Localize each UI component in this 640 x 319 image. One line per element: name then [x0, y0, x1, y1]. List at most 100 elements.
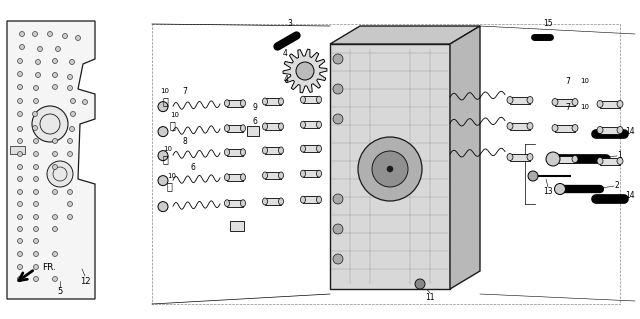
- Circle shape: [67, 85, 72, 91]
- Circle shape: [38, 47, 42, 51]
- Circle shape: [67, 138, 72, 144]
- Circle shape: [333, 84, 343, 94]
- Bar: [303, 170, 319, 177]
- Bar: [227, 125, 243, 132]
- Circle shape: [17, 71, 22, 77]
- Ellipse shape: [262, 98, 268, 105]
- Bar: [510, 97, 530, 104]
- Circle shape: [17, 189, 22, 195]
- Ellipse shape: [241, 149, 246, 156]
- Ellipse shape: [278, 123, 284, 130]
- Circle shape: [158, 127, 168, 137]
- Circle shape: [33, 32, 38, 36]
- Circle shape: [19, 32, 24, 36]
- Circle shape: [333, 114, 343, 124]
- Text: 8: 8: [182, 137, 188, 145]
- Text: ⌒: ⌒: [169, 120, 175, 130]
- Circle shape: [33, 202, 38, 206]
- Ellipse shape: [262, 198, 268, 205]
- Ellipse shape: [317, 170, 321, 177]
- Ellipse shape: [507, 122, 513, 130]
- Circle shape: [17, 226, 22, 232]
- Ellipse shape: [225, 149, 230, 156]
- Ellipse shape: [301, 145, 305, 152]
- Circle shape: [33, 138, 38, 144]
- Text: 10: 10: [168, 173, 177, 179]
- Ellipse shape: [278, 172, 284, 179]
- Ellipse shape: [552, 99, 558, 106]
- Text: 3: 3: [287, 19, 292, 27]
- Bar: [227, 174, 243, 181]
- Circle shape: [33, 85, 38, 91]
- Text: 10: 10: [580, 78, 589, 84]
- Ellipse shape: [317, 145, 321, 152]
- Text: 15: 15: [543, 19, 553, 27]
- Bar: [265, 123, 281, 130]
- Ellipse shape: [225, 100, 230, 107]
- Bar: [510, 153, 530, 160]
- Ellipse shape: [527, 122, 533, 130]
- Circle shape: [158, 102, 168, 112]
- Ellipse shape: [527, 153, 533, 160]
- Circle shape: [67, 202, 72, 206]
- Circle shape: [296, 62, 314, 80]
- Circle shape: [33, 176, 38, 182]
- Ellipse shape: [507, 97, 513, 104]
- Circle shape: [76, 35, 81, 41]
- Circle shape: [67, 214, 72, 219]
- Circle shape: [52, 152, 58, 157]
- Bar: [227, 200, 243, 207]
- Circle shape: [33, 165, 38, 169]
- Ellipse shape: [317, 196, 321, 203]
- Text: 10: 10: [580, 104, 589, 110]
- Circle shape: [17, 202, 22, 206]
- Circle shape: [33, 112, 38, 116]
- Circle shape: [17, 165, 22, 169]
- Ellipse shape: [597, 158, 603, 165]
- Bar: [600, 158, 620, 165]
- Circle shape: [19, 44, 24, 49]
- Ellipse shape: [225, 125, 230, 132]
- Ellipse shape: [301, 96, 305, 103]
- Text: 10: 10: [170, 112, 179, 118]
- Circle shape: [70, 60, 74, 64]
- Ellipse shape: [301, 170, 305, 177]
- Circle shape: [52, 72, 58, 78]
- Ellipse shape: [225, 174, 230, 181]
- Circle shape: [17, 99, 22, 103]
- Circle shape: [415, 279, 425, 289]
- Ellipse shape: [572, 99, 578, 106]
- Circle shape: [387, 166, 393, 172]
- Circle shape: [83, 100, 88, 105]
- Circle shape: [47, 161, 73, 187]
- Circle shape: [70, 127, 74, 131]
- Circle shape: [17, 264, 22, 270]
- Ellipse shape: [278, 198, 284, 205]
- Circle shape: [70, 112, 76, 116]
- Ellipse shape: [262, 123, 268, 130]
- Bar: [10, 146, 25, 154]
- Ellipse shape: [572, 156, 578, 163]
- Circle shape: [35, 72, 40, 78]
- Text: 12: 12: [80, 277, 90, 286]
- Ellipse shape: [552, 156, 558, 163]
- Ellipse shape: [527, 97, 533, 104]
- Circle shape: [17, 112, 22, 116]
- Text: 1: 1: [618, 152, 622, 160]
- Bar: [227, 149, 243, 156]
- Text: 7: 7: [566, 77, 570, 85]
- Ellipse shape: [317, 121, 321, 128]
- Bar: [265, 98, 281, 105]
- Circle shape: [67, 75, 72, 79]
- Text: 2: 2: [614, 182, 620, 190]
- Text: 14: 14: [625, 127, 635, 136]
- Circle shape: [70, 99, 76, 103]
- Circle shape: [17, 251, 22, 256]
- Ellipse shape: [241, 174, 246, 181]
- Circle shape: [17, 152, 22, 157]
- Bar: [600, 100, 620, 108]
- Circle shape: [33, 125, 38, 130]
- Circle shape: [17, 214, 22, 219]
- Circle shape: [158, 151, 168, 161]
- Ellipse shape: [597, 100, 603, 108]
